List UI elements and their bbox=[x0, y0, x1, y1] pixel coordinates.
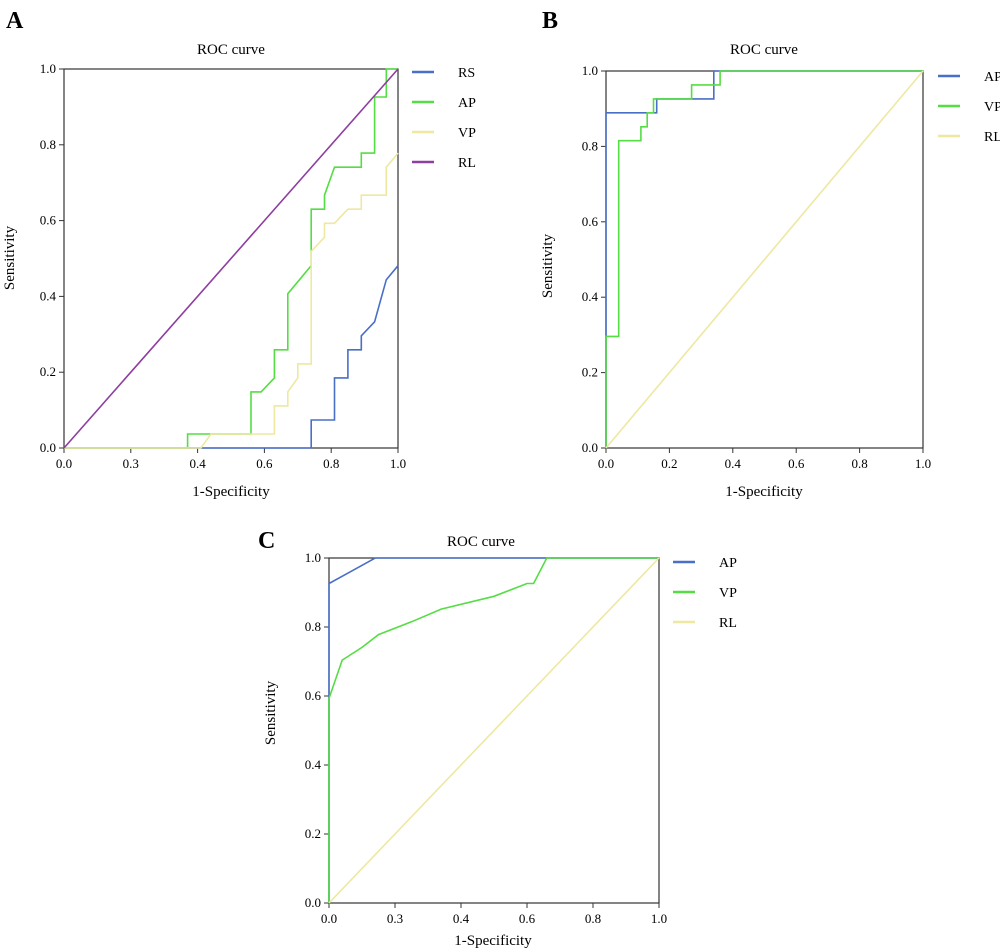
chart-title: ROC curve bbox=[730, 42, 798, 58]
chart-title: ROC curve bbox=[447, 534, 515, 550]
x-tick-label: 0.6 bbox=[788, 456, 805, 471]
y-tick-label: 0.6 bbox=[305, 688, 322, 703]
y-tick-label: 0.4 bbox=[40, 288, 57, 303]
x-tick-label: 0.0 bbox=[321, 911, 337, 926]
x-tick-label: 0.6 bbox=[519, 911, 536, 926]
y-axis-label: Sensitivity bbox=[263, 680, 279, 745]
y-tick-label: 0.2 bbox=[582, 365, 598, 380]
panel-letter: B bbox=[542, 8, 558, 34]
y-tick-label: 1.0 bbox=[582, 63, 598, 78]
legend-label-rl: RL bbox=[719, 616, 737, 631]
legend-label-rl: RL bbox=[458, 156, 476, 171]
x-tick-label: 0.0 bbox=[598, 456, 614, 471]
series-line-vp bbox=[605, 70, 923, 448]
x-tick-label: 0.3 bbox=[123, 456, 139, 471]
legend-label-ap: AP bbox=[984, 70, 1000, 85]
x-tick-label: 0.0 bbox=[56, 456, 72, 471]
series-line-rl bbox=[605, 70, 924, 449]
x-tick-label: 0.4 bbox=[189, 456, 206, 471]
y-axis-label: Sensitivity bbox=[540, 233, 556, 298]
y-tick-label: 1.0 bbox=[40, 61, 56, 76]
legend-label-ap: AP bbox=[719, 556, 737, 571]
chart-panel-b: B ROC curve 0.0 0.2 0.4 0.6 0.8 1.0 0.0 0.2 0.4 0.6… bbox=[540, 8, 1000, 500]
x-tick-label: 1.0 bbox=[651, 911, 667, 926]
y-tick-label: 0.0 bbox=[305, 895, 321, 910]
y-tick-label: 0.2 bbox=[305, 826, 321, 841]
x-axis-label: 1-Specificity bbox=[192, 484, 270, 500]
x-tick-label: 0.4 bbox=[725, 456, 742, 471]
y-axis-label: Sensitivity bbox=[2, 225, 18, 290]
legend-label-vp: VP bbox=[984, 100, 1000, 115]
x-tick-label: 0.2 bbox=[661, 456, 677, 471]
legend-label-rl: RL bbox=[984, 130, 1000, 145]
x-tick-label: 1.0 bbox=[390, 456, 406, 471]
chart-panel-a: A ROC curve 0.0 0.3 0.4 0.6 0.8 1.0 0.0 0.2 0.4 0.6… bbox=[2, 8, 476, 500]
y-tick-label: 0.4 bbox=[582, 289, 599, 304]
y-tick-label: 0.6 bbox=[40, 213, 57, 228]
x-axis-label: 1-Specificity bbox=[454, 933, 532, 949]
y-tick-label: 0.6 bbox=[582, 214, 599, 229]
y-tick-label: 0.0 bbox=[582, 440, 598, 455]
series-line-rs bbox=[64, 265, 399, 449]
y-tick-label: 0.8 bbox=[305, 619, 321, 634]
y-tick-label: 0.8 bbox=[40, 137, 56, 152]
y-tick-label: 0.2 bbox=[40, 364, 56, 379]
x-tick-label: 0.6 bbox=[256, 456, 273, 471]
y-tick-label: 0.4 bbox=[305, 757, 322, 772]
y-tick-label: 0.0 bbox=[40, 440, 56, 455]
chart-title: ROC curve bbox=[197, 42, 265, 58]
legend-label-vp: VP bbox=[719, 586, 737, 601]
legend-label-vp: VP bbox=[458, 126, 476, 141]
x-tick-label: 0.8 bbox=[585, 911, 601, 926]
series-line-vp bbox=[64, 152, 399, 449]
x-tick-label: 0.8 bbox=[851, 456, 867, 471]
x-tick-label: 1.0 bbox=[915, 456, 931, 471]
x-axis-label: 1-Specificity bbox=[725, 484, 803, 500]
series-line-vp bbox=[328, 557, 659, 903]
series-line-rl bbox=[328, 557, 660, 904]
chart-panel-c: C ROC curve 0.0 0.3 0.4 0.6 0.8 1.0 0.0 0.2 0.4 0.6… bbox=[258, 528, 737, 949]
series-line-ap bbox=[64, 68, 398, 449]
y-tick-label: 1.0 bbox=[305, 550, 321, 565]
x-tick-label: 0.8 bbox=[323, 456, 339, 471]
legend-label-rs: RS bbox=[458, 66, 475, 81]
y-tick-label: 0.8 bbox=[582, 138, 598, 153]
series-line-ap bbox=[328, 557, 659, 903]
series-line-rl bbox=[63, 68, 399, 449]
x-tick-label: 0.4 bbox=[453, 911, 470, 926]
legend-label-ap: AP bbox=[458, 96, 476, 111]
panel-letter: A bbox=[6, 8, 24, 34]
panel-letter: C bbox=[258, 528, 275, 554]
x-tick-label: 0.3 bbox=[387, 911, 403, 926]
